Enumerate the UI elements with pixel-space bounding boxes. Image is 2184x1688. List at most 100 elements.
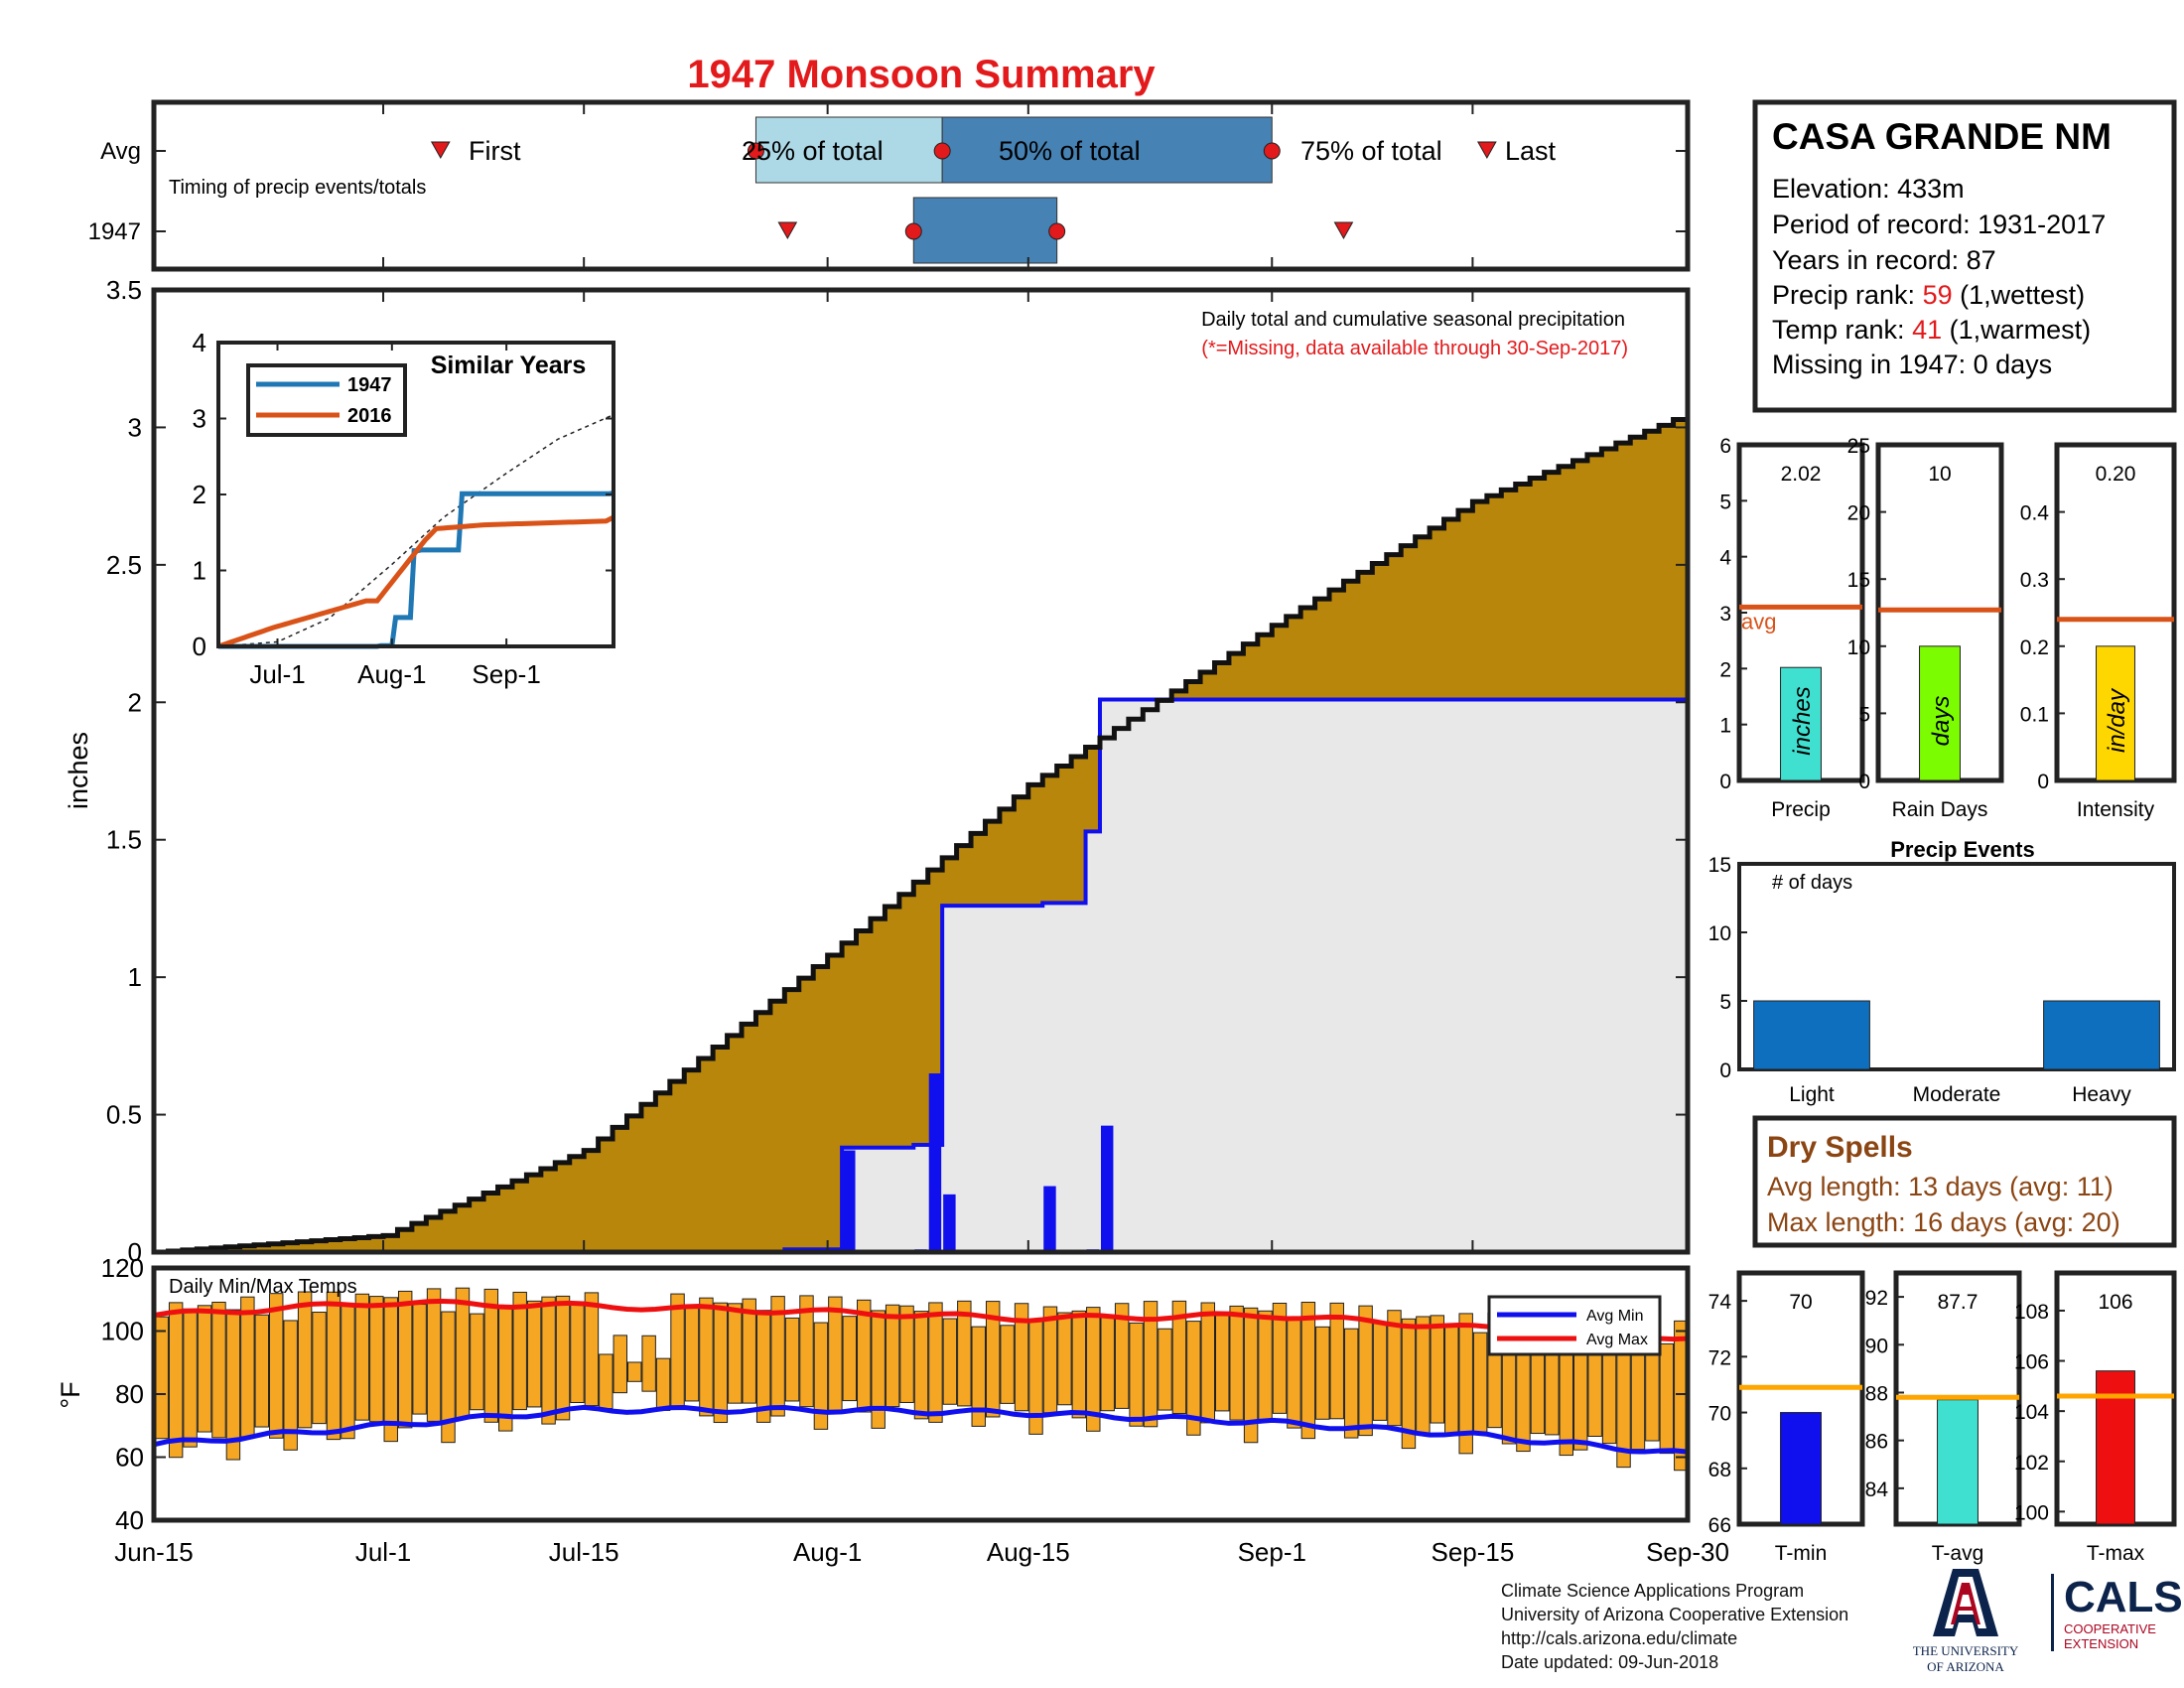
daily-temp-bar [570, 1302, 585, 1404]
tmax-ytick-label: 108 [2014, 1301, 2049, 1324]
temp-ytick-label: 100 [101, 1317, 144, 1346]
precip-ytick-label: 5 [1719, 491, 1731, 513]
daily-temp-bar [1401, 1318, 1417, 1450]
daily-temp-bar [1229, 1305, 1244, 1421]
intensity-value: 0.20 [2096, 463, 2136, 486]
x-tick-label: Jul-15 [549, 1537, 619, 1567]
year-last-marker [1333, 221, 1354, 240]
timing-row-year: 1947 [88, 218, 141, 245]
events-ytick-label: 0 [1719, 1059, 1731, 1082]
daily-precip-bar [843, 1150, 856, 1252]
tavg-ytick-label: 86 [1865, 1431, 1888, 1454]
footer-line-4: Date updated: 09-Jun-2018 [1501, 1652, 1719, 1672]
intensity-bar [2096, 645, 2135, 781]
dry-max-length: Max length: 16 days (avg: 20) [1767, 1207, 2120, 1237]
daily-temp-bar [985, 1301, 1001, 1418]
year-p75-marker [1048, 222, 1066, 240]
rain-days-ytick-label: 15 [1847, 569, 1870, 592]
inset-ytick-label: 2 [193, 480, 206, 509]
inset-ytick-label: 1 [193, 556, 206, 586]
daily-temp-bar [526, 1300, 542, 1408]
tavg-bar [1937, 1399, 1979, 1525]
precip-ytick-label: 6 [1719, 435, 1731, 458]
precip-ytick-label: 1.5 [106, 825, 142, 855]
temp-frame [151, 1265, 1691, 1523]
daily-temp-bar [913, 1311, 929, 1420]
cals-logo: CALS COOPERATIVE EXTENSION [2051, 1574, 2183, 1651]
daily-temp-bar [412, 1304, 427, 1415]
daily-precip-bar [928, 1073, 942, 1252]
daily-temp-bar [713, 1302, 729, 1424]
daily-temp-bar [1287, 1317, 1301, 1429]
daily-temp-bar [555, 1295, 571, 1421]
tmin-ytick-label: 66 [1708, 1514, 1731, 1537]
timing-last-label: Last [1505, 136, 1557, 166]
intensity-ytick-label: 0.4 [2020, 502, 2050, 525]
daily-temp-bar [1114, 1303, 1130, 1409]
precip-events: Precip Events Light Moderate Heavy 0 5 10 15 #… [1708, 837, 2176, 1106]
daily-temp-bar [1501, 1340, 1517, 1445]
daily-temp-bar [498, 1306, 513, 1432]
daily-temp-bar [1659, 1342, 1675, 1455]
block-a-icon [1933, 1569, 1998, 1636]
daily-temp-bar [1200, 1302, 1216, 1424]
station-elevation: Elevation: 433m [1772, 174, 1965, 204]
daily-temp-bar [1129, 1322, 1144, 1427]
daily-temp-bar [283, 1320, 298, 1451]
tavg-ytick-label: 88 [1865, 1382, 1888, 1405]
tmax-ytick-label: 100 [2014, 1501, 2049, 1524]
x-tick-label: Aug-15 [987, 1537, 1070, 1567]
footer-line-2: University of Arizona Cooperative Extens… [1501, 1605, 1849, 1624]
intensity-ytick-label: 0.3 [2020, 569, 2049, 592]
events-title: Precip Events [1890, 837, 2035, 862]
daily-temp-bar [1444, 1324, 1459, 1435]
tavg-ytick-label: 92 [1865, 1287, 1888, 1310]
daily-temp-bar [312, 1312, 327, 1425]
year-box-25-75 [912, 197, 1058, 264]
temp-rank-value: 41 [1912, 315, 1942, 345]
daily-temp-bar [626, 1361, 642, 1382]
legend-label-2016: 2016 [347, 405, 392, 427]
x-tick-label: Sep-15 [1431, 1537, 1514, 1567]
daily-temp-bar [397, 1290, 413, 1429]
temp-bar-charts: 70 66 68 70 72 74 T-min 87.7 84 86 88 90 92 T-avg 106 1… [1708, 1270, 2177, 1565]
daily-temp-bar [254, 1314, 270, 1428]
daily-temp-bar [326, 1291, 341, 1441]
tmin-ytick-label: 72 [1708, 1346, 1731, 1369]
timing-p75-label: 75% of total [1300, 136, 1442, 166]
daily-temp-bar [971, 1326, 986, 1427]
inset-ytick-label: 3 [193, 404, 206, 434]
precip-frame [151, 287, 1691, 1255]
daily-temp-bar [641, 1335, 656, 1392]
events-ytick-label: 15 [1708, 854, 1731, 877]
temp-ytick-label: 60 [115, 1443, 144, 1473]
temp-ylabel: °F [56, 1381, 85, 1408]
tmax-ytick-label: 104 [2014, 1401, 2049, 1424]
temp-ytick-label: 80 [115, 1379, 144, 1409]
year-first-marker [777, 221, 798, 240]
timing-p50-label: 50% of total [999, 136, 1141, 166]
daily-temp-bar [957, 1300, 972, 1407]
temp-label: Daily Min/Max Temps [169, 1276, 357, 1298]
daily-temp-bar [584, 1292, 600, 1407]
precip-ylabel: inches [64, 732, 93, 809]
daily-temp-bar [885, 1304, 900, 1408]
intensity-label: Intensity [2077, 798, 2155, 821]
station-temp-rank: Temp rank: 41 (1,warmest) [1772, 315, 2091, 345]
rain-days-value: 10 [1928, 463, 1951, 486]
tmin-ytick-label: 74 [1708, 1291, 1732, 1314]
daily-temp-bar [1472, 1332, 1488, 1433]
daily-temp-bar [1387, 1310, 1402, 1427]
daily-temp-bar [828, 1296, 843, 1411]
inset-ytick-label: 0 [193, 632, 206, 661]
daily-temp-bar [211, 1301, 226, 1439]
daily-temp-bar [1000, 1325, 1015, 1404]
daily-temp-bar [383, 1297, 398, 1443]
tmax-label: T-max [2087, 1542, 2145, 1565]
rain-days-ytick-label: 20 [1847, 502, 1870, 525]
rain-days-ytick-label: 10 [1847, 636, 1870, 659]
x-tick-label: Sep-1 [1238, 1537, 1306, 1567]
daily-temp-bar [240, 1296, 255, 1438]
daily-temp-bar [341, 1303, 355, 1440]
